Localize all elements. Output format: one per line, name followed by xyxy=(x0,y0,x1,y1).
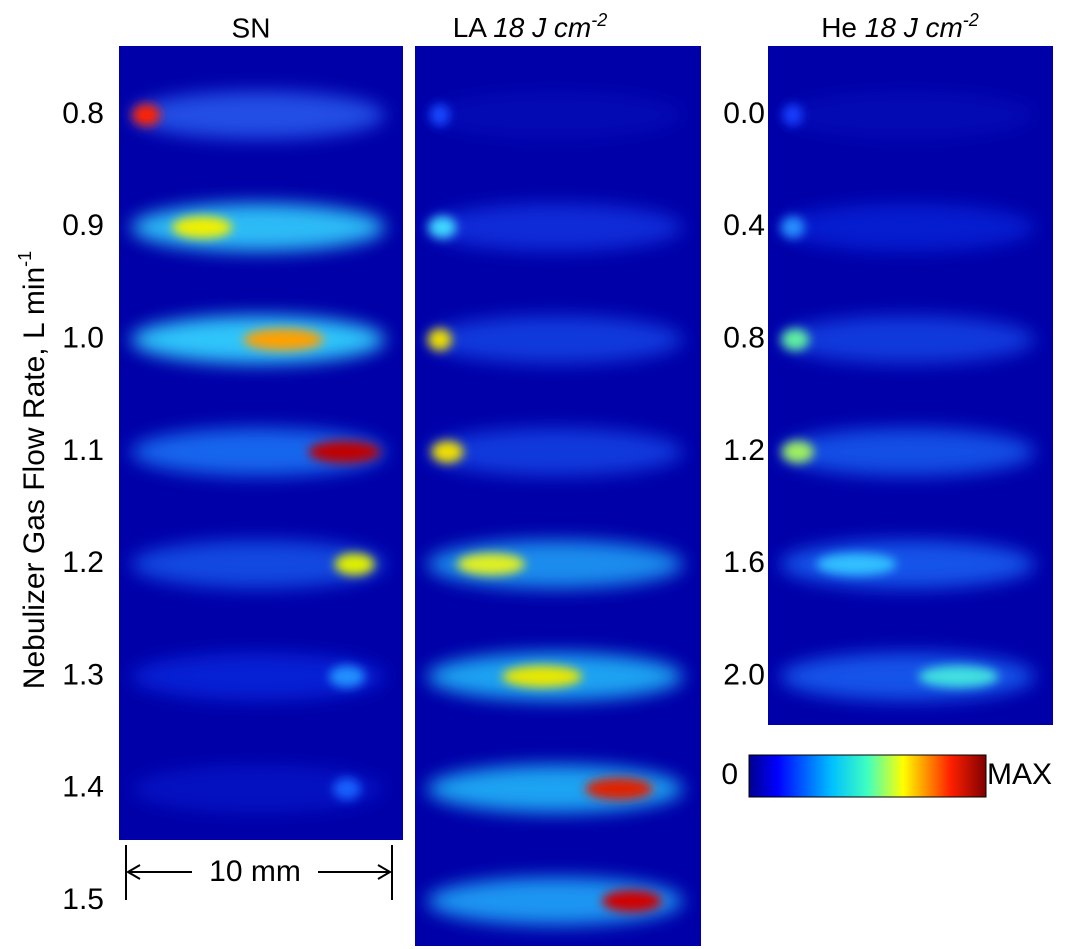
row-label: 1.0 xyxy=(62,322,104,355)
plume-core xyxy=(132,104,161,126)
plume-core xyxy=(308,440,381,463)
plume-core xyxy=(328,665,365,688)
plume-glow xyxy=(131,427,385,476)
plume-glow xyxy=(427,540,683,589)
plume-core xyxy=(601,890,662,913)
plume-core xyxy=(918,665,999,688)
row-label: 1.2 xyxy=(62,546,104,579)
colorbar xyxy=(748,754,987,798)
plume-core xyxy=(585,777,653,800)
plume-glow xyxy=(780,652,1035,701)
row-label: 0.9 xyxy=(62,209,104,242)
plume-core xyxy=(427,328,452,351)
row-label: 0.8 xyxy=(62,97,104,130)
row-label: 1.3 xyxy=(62,658,104,691)
plume-glow xyxy=(780,315,1035,364)
plume-glow xyxy=(427,315,683,364)
plume-glow xyxy=(131,91,385,139)
plume-core xyxy=(502,665,583,688)
colorbar-min-label: 0 xyxy=(721,758,738,791)
row-label: 0.8 xyxy=(723,322,765,355)
plume-glow xyxy=(780,427,1035,476)
plume-glow xyxy=(427,203,683,252)
row-label: 0.4 xyxy=(723,209,765,242)
plume-glow xyxy=(131,652,385,701)
plume-glow xyxy=(780,540,1035,589)
panel-title: He 18 J cm-2 xyxy=(821,10,979,44)
heatmap-panel xyxy=(415,46,701,946)
row-label: 1.5 xyxy=(62,883,104,916)
row-label: 1.1 xyxy=(62,434,104,467)
panel-title: LA 18 J cm-2 xyxy=(453,10,608,44)
colorbar-max-label: MAX xyxy=(987,758,1052,791)
heatmap-panel xyxy=(119,46,403,840)
row-label: 2.0 xyxy=(723,658,765,691)
plume-glow xyxy=(427,427,683,476)
scale-bar-label: 10 mm xyxy=(209,855,301,888)
plume-core xyxy=(782,104,803,126)
plume-core xyxy=(243,328,324,351)
plume-glow xyxy=(131,203,385,252)
row-label: 0.0 xyxy=(723,97,765,130)
plume-core xyxy=(428,216,457,239)
plume-glow xyxy=(131,540,385,589)
y-axis-label: Nebulizer Gas Flow Rate, L min-1 xyxy=(15,251,51,689)
plume-core xyxy=(334,553,375,576)
plume-core xyxy=(457,553,525,576)
heatmap-background xyxy=(768,46,1053,725)
plume-glow xyxy=(780,91,1035,139)
panel-title: SN xyxy=(232,12,271,43)
plume-glow xyxy=(131,764,385,813)
plume-core xyxy=(781,440,814,463)
heatmap-panel xyxy=(768,46,1053,725)
row-label: 1.6 xyxy=(723,546,765,579)
plume-glow xyxy=(427,91,683,139)
plume-core xyxy=(780,216,805,239)
plume-glow xyxy=(427,764,683,813)
row-label: 1.2 xyxy=(723,434,765,467)
row-label: 1.4 xyxy=(62,771,104,804)
plume-core xyxy=(332,777,361,800)
plume-core xyxy=(781,328,810,351)
scale-bar xyxy=(125,845,393,900)
plume-core xyxy=(816,553,897,576)
plume-core xyxy=(431,440,464,463)
plume-core xyxy=(172,216,233,239)
plume-glow xyxy=(780,203,1035,252)
plume-core xyxy=(429,104,450,126)
plume-glow xyxy=(427,877,683,926)
